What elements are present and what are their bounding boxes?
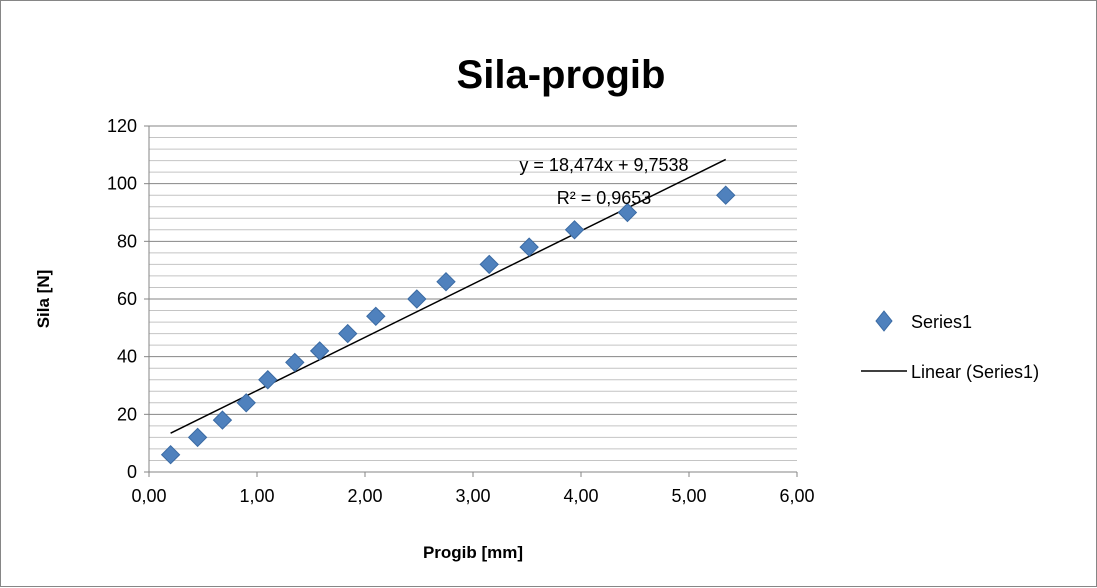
x-axis-ticks: 0,00 1,00 2,00 3,00 4,00 5,00 6,00 [131,472,815,506]
data-point [479,254,499,275]
data-point [366,306,386,327]
x-tick-label: 5,00 [671,486,706,506]
x-tick-label: 1,00 [239,486,274,506]
data-point [564,220,585,240]
trendline [170,158,727,434]
y-tick-label: 80 [117,231,137,251]
y-tick-label: 100 [107,174,137,194]
y-tick-label: 0 [127,462,137,482]
data-point [258,370,278,390]
chart-title: Sila-progib [457,53,666,97]
y-tick-label: 40 [117,347,137,367]
grid [149,125,797,473]
data-point [407,289,427,309]
y-tick-label: 20 [117,404,137,424]
y-tick-label: 60 [117,289,137,309]
data-point [519,237,539,257]
data-point [212,410,233,430]
data-point [716,185,736,205]
data-point [309,341,330,361]
data-point [160,444,181,465]
x-tick-label: 0,00 [131,486,166,506]
y-axis-ticks: 0 20 40 60 80 100 120 [107,116,149,482]
data-point [338,323,358,344]
legend-label-series1: Series1 [911,312,972,332]
y-axis-title: Sila [N] [34,270,53,329]
x-axis-title: Progib [mm] [423,543,523,562]
y-tick-label: 120 [107,116,137,136]
data-point [285,352,305,373]
data-point [236,393,256,413]
trendline-equation: y = 18,474x + 9,7538 [519,155,688,175]
trendline-r-squared: R² = 0,9653 [557,188,652,208]
x-tick-label: 2,00 [347,486,382,506]
x-tick-label: 4,00 [563,486,598,506]
data-point [617,202,638,223]
data-points [160,185,736,465]
legend-label-trendline: Linear (Series1) [911,362,1039,382]
legend-marker-series1 [875,310,893,332]
data-point [436,271,456,292]
x-tick-label: 3,00 [455,486,490,506]
legend: Series1 Linear (Series1) [861,310,1039,382]
x-tick-label: 6,00 [779,486,814,506]
data-point [187,427,208,448]
